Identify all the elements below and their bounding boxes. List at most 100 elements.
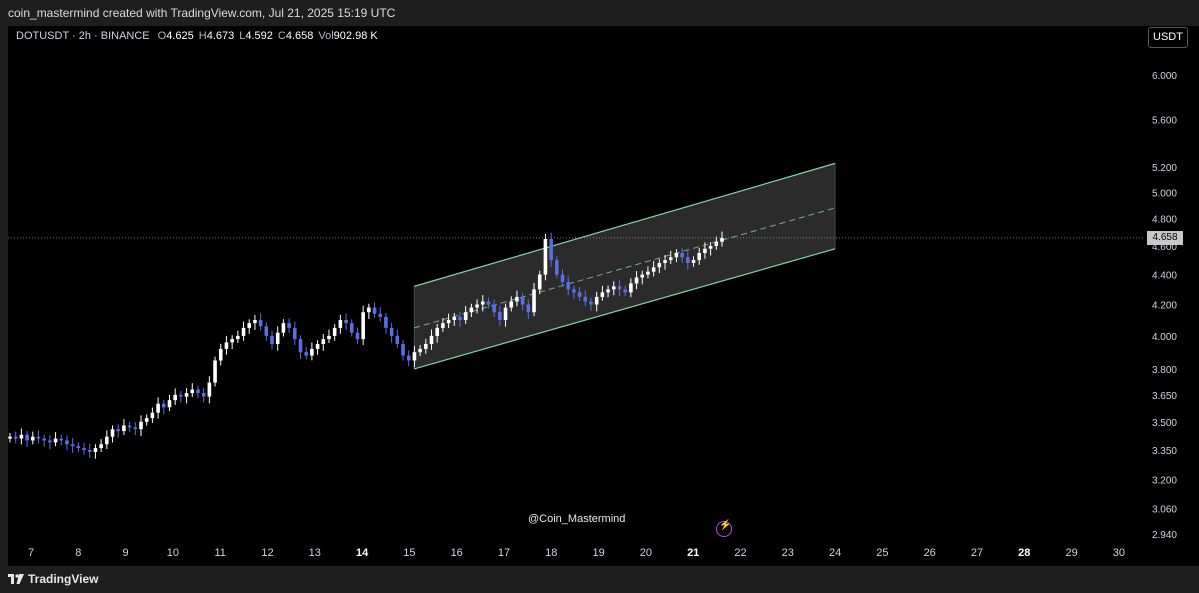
candle-body — [127, 425, 132, 428]
candle-body — [475, 304, 479, 308]
candle-body — [401, 343, 405, 356]
y-tick-label: 4.400 — [1152, 271, 1177, 282]
y-tick-label: 3.200 — [1152, 475, 1177, 486]
chart-caption: coin_mastermind created with TradingView… — [8, 6, 396, 20]
candle-body — [99, 444, 103, 449]
candle-body — [213, 360, 217, 383]
candle-body — [646, 271, 650, 275]
x-tick-label: 7 — [28, 547, 34, 559]
candle-body — [230, 339, 234, 343]
x-tick-label: 12 — [261, 547, 273, 559]
candle-body — [691, 260, 696, 263]
candle-body — [452, 316, 457, 321]
legend-open-label: O — [157, 30, 167, 42]
candle-body — [498, 312, 502, 321]
candle-body — [412, 352, 417, 361]
candle-body — [429, 335, 434, 344]
candle-body — [327, 335, 331, 340]
author-watermark: @Coin_Mastermind — [528, 513, 626, 525]
candle-body — [657, 262, 662, 268]
channel-mid-line — [413, 207, 836, 329]
candle-body — [167, 400, 172, 408]
candle-body — [304, 352, 308, 356]
x-tick-label: 15 — [403, 547, 415, 559]
candle-body — [600, 292, 605, 297]
candle-body — [59, 438, 64, 441]
candle-body — [441, 323, 445, 328]
x-tick-label: 20 — [640, 547, 652, 559]
x-tick-label: 10 — [167, 547, 179, 559]
candle-body — [270, 335, 274, 344]
candle-body — [196, 389, 200, 394]
y-tick-label: 3.650 — [1152, 391, 1177, 402]
candle-body — [201, 393, 206, 397]
y-tick-label: 4.000 — [1152, 332, 1177, 343]
y-tick-label: 4.200 — [1152, 301, 1177, 312]
candle-body — [173, 394, 177, 401]
candle-body — [708, 245, 713, 249]
candle-body — [668, 257, 673, 261]
candle-body — [623, 289, 627, 293]
chart-caption-bar: coin_mastermind created with TradingView… — [0, 0, 1199, 26]
lightning-icon[interactable] — [716, 520, 732, 537]
candle-body — [526, 304, 531, 313]
x-tick-label: 30 — [1113, 547, 1125, 559]
candle-body — [458, 316, 462, 321]
candle-body — [714, 241, 719, 246]
channel-fill — [414, 163, 836, 369]
candle-body — [42, 438, 46, 441]
candle-body — [520, 296, 525, 305]
candle-body — [566, 281, 571, 290]
candle-body — [384, 316, 388, 328]
candle-body — [105, 436, 109, 445]
candle-body — [344, 320, 348, 324]
candle-body — [424, 343, 428, 349]
x-tick-label: 27 — [971, 547, 983, 559]
legend-high-label: H — [198, 30, 207, 42]
y-tick-label: 5.600 — [1152, 115, 1177, 126]
candle-body — [463, 312, 468, 321]
current-price-tag: 4.658 — [1147, 231, 1183, 245]
ohlc-legend: DOTUSDT · 2h · BINANCE O 4.625 H 4.673 L 4.… — [16, 30, 378, 42]
candle-body — [48, 440, 52, 443]
candle-body — [65, 440, 69, 445]
candle-body — [258, 320, 263, 327]
candle-body — [30, 436, 35, 441]
candle-body — [287, 323, 291, 328]
x-tick-label: 24 — [829, 547, 841, 559]
candle-body — [395, 335, 400, 344]
x-tick-label: 14 — [356, 547, 369, 559]
candle-body — [184, 393, 189, 397]
candle-body — [156, 403, 160, 413]
x-tick-label: 23 — [782, 547, 794, 559]
candle-body — [139, 421, 143, 430]
x-tick-label: 9 — [123, 547, 129, 559]
candle-body — [486, 301, 491, 305]
tradingview-logo[interactable]: TradingView — [8, 567, 98, 591]
candle-body — [378, 313, 383, 317]
y-tick-label: 5.200 — [1152, 163, 1177, 174]
x-tick-label: 26 — [924, 547, 936, 559]
y-tick-label: 4.600 — [1152, 242, 1177, 253]
candle-body — [338, 320, 343, 328]
candle-body — [247, 323, 252, 328]
candle-body — [697, 252, 702, 261]
candle-body — [606, 289, 610, 293]
candle-body — [19, 434, 24, 439]
channel-upper-line — [413, 162, 836, 287]
candle-body — [122, 425, 126, 432]
candle-body — [25, 434, 29, 441]
x-tick-label: 21 — [687, 547, 699, 559]
candle-body — [720, 237, 724, 242]
candle-body — [480, 301, 485, 305]
y-tick-label: 6.000 — [1152, 71, 1177, 82]
currency-button[interactable]: USDT — [1148, 27, 1188, 48]
legend-close-label: C — [277, 30, 286, 42]
candle-body — [116, 429, 121, 432]
candle-body — [389, 327, 394, 336]
candle-body — [144, 418, 149, 422]
candle-body — [355, 332, 360, 340]
candle-body — [640, 274, 645, 278]
candle-body — [549, 239, 553, 261]
